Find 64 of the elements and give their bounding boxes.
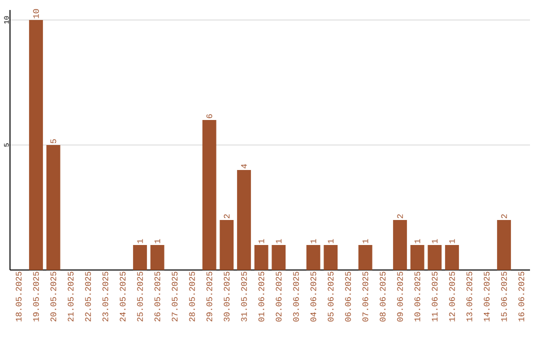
bar [254, 245, 268, 270]
bar [393, 220, 407, 270]
x-tick-label: 05.06.2025 [328, 272, 334, 322]
x-tick-label: 22.05.2025 [85, 272, 91, 322]
x-tick-label: 13.06.2025 [466, 272, 472, 322]
bar [220, 220, 234, 270]
data-label: 1 [137, 239, 143, 244]
x-tick-label: 02.06.2025 [276, 272, 282, 322]
data-label: 1 [258, 239, 264, 244]
x-tick-label: 18.05.2025 [16, 272, 22, 322]
bar [445, 245, 459, 270]
x-tick-label: 06.06.2025 [345, 272, 351, 322]
data-label: 1 [154, 239, 160, 244]
x-tick-label: 31.05.2025 [241, 272, 247, 322]
data-label: 6 [206, 114, 212, 118]
bar [358, 245, 372, 270]
x-tick-label: 19.05.2025 [33, 272, 39, 322]
data-label: 1 [432, 239, 438, 244]
data-label: 1 [414, 239, 420, 244]
bar [46, 144, 60, 270]
x-tick-label: 12.06.2025 [449, 272, 455, 322]
x-tick-label: 03.06.2025 [293, 272, 299, 322]
data-label: 4 [241, 164, 247, 168]
data-label: 2 [397, 214, 403, 218]
bar [29, 20, 43, 270]
data-label: 1 [310, 239, 316, 244]
data-label: 5 [50, 139, 56, 144]
data-label: 1 [276, 239, 282, 244]
x-tick-label: 11.06.2025 [432, 272, 438, 322]
x-tick-label: 10.06.2025 [414, 272, 420, 322]
x-tick-label: 21.05.2025 [68, 272, 74, 322]
data-label: 1 [328, 239, 334, 244]
bar [324, 245, 338, 270]
x-tick-label: 20.05.2025 [50, 272, 56, 322]
data-label: 1 [449, 239, 455, 244]
x-tick-label: 15.06.2025 [501, 272, 507, 322]
bar [410, 245, 424, 270]
x-tick-label: 24.05.2025 [120, 272, 126, 322]
x-tick-label: 14.06.2025 [484, 272, 490, 322]
x-tick-label: 26.05.2025 [154, 272, 160, 322]
x-tick-label: 09.06.2025 [397, 272, 403, 322]
x-tick-label: 29.05.2025 [206, 272, 212, 322]
x-tick-label: 23.05.2025 [102, 272, 108, 322]
data-label: 2 [501, 214, 507, 218]
bar [133, 245, 147, 270]
x-tick-label: 28.05.2025 [189, 272, 195, 322]
bar [428, 245, 442, 270]
bar [306, 245, 320, 270]
x-tick-label: 07.06.2025 [362, 272, 368, 322]
x-tick-label: 30.05.2025 [224, 272, 230, 322]
x-tick-label: 27.05.2025 [172, 272, 178, 322]
bar [497, 220, 511, 270]
bar [202, 120, 216, 270]
x-tick-label: 25.05.2025 [137, 272, 143, 322]
x-tick-label: 01.06.2025 [258, 272, 264, 322]
data-label: 10 [33, 9, 39, 18]
x-tick-label: 16.06.2025 [518, 272, 524, 322]
data-label: 1 [362, 239, 368, 244]
x-tick-label: 08.06.2025 [380, 272, 386, 322]
x-tick-label: 04.06.2025 [310, 272, 316, 322]
data-label: 2 [224, 214, 230, 218]
bar [272, 245, 286, 270]
bar [237, 170, 251, 270]
bar [150, 245, 164, 270]
